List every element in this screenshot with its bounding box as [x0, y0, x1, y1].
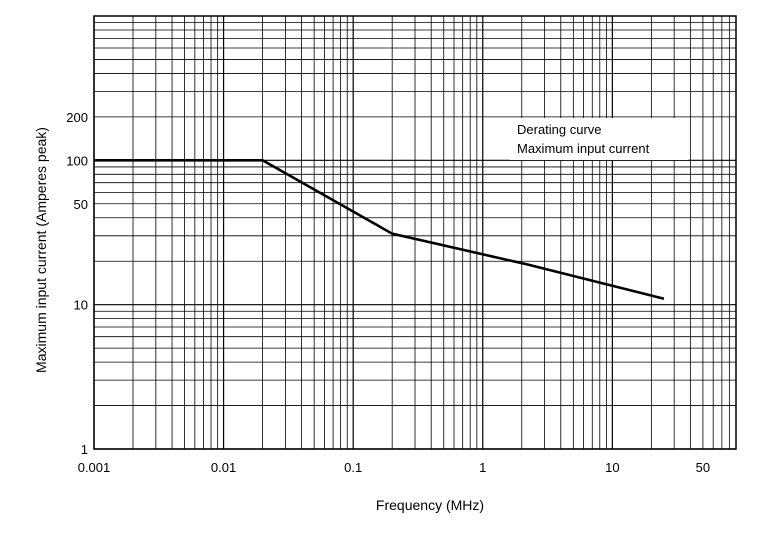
- y-tick-label: 200: [66, 110, 88, 125]
- x-tick-label: 0.01: [211, 460, 236, 475]
- y-tick-label: 1: [81, 442, 88, 457]
- x-tick-label: 0.1: [344, 460, 362, 475]
- legend-entry-maximum-input-current: Maximum input current: [517, 141, 650, 156]
- x-tick-labels: 0.001 0.01 0.1 1 10 50: [78, 460, 710, 475]
- grid: [93, 16, 737, 450]
- x-tick-label: 0.001: [78, 460, 111, 475]
- legend: Derating curve Maximum input current: [510, 118, 688, 160]
- legend-box: [510, 118, 688, 160]
- y-tick-label: 50: [74, 197, 88, 212]
- y-axis-label: Maximum input current (Amperes peak): [33, 127, 49, 373]
- x-tick-label: 50: [696, 460, 710, 475]
- series-line-derating-curve: [94, 159, 665, 300]
- series-layer: [94, 159, 665, 300]
- legend-entry-derating-curve: Derating curve: [517, 122, 602, 137]
- x-tick-label: 10: [605, 460, 619, 475]
- x-tick-label: 1: [479, 460, 486, 475]
- plot-frame: [93, 15, 737, 450]
- x-axis-label: Frequency (MHz): [376, 497, 484, 513]
- y-tick-label: 10: [74, 298, 88, 313]
- y-tick-label: 100: [66, 153, 88, 168]
- y-tick-labels: 1 10 50 100 200: [66, 110, 88, 457]
